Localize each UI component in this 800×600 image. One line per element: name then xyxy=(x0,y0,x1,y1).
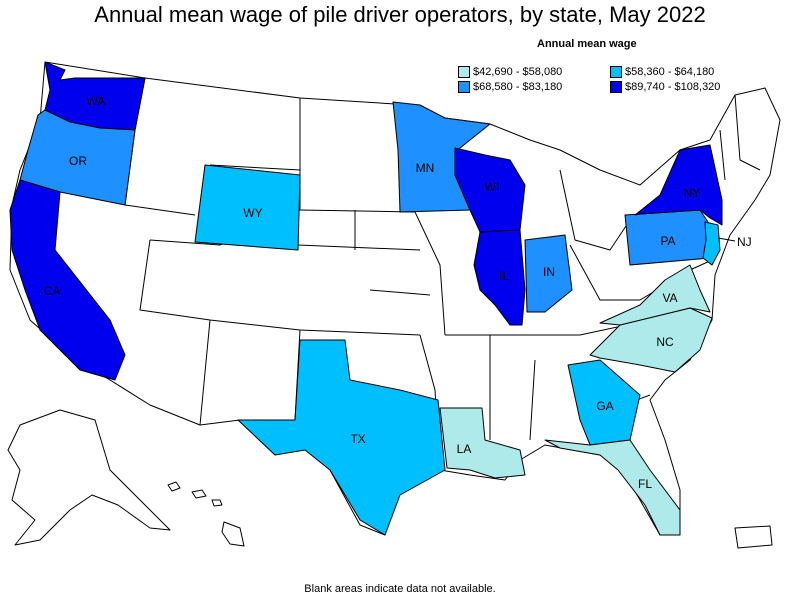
footnote: Blank areas indicate data not available. xyxy=(304,583,496,595)
state-nj xyxy=(702,221,721,266)
legend-label-4: $89,740 - $108,320 xyxy=(625,81,721,93)
legend-item-4: $89,740 - $108,320 xyxy=(610,81,720,93)
legend-swatch-3 xyxy=(458,81,470,93)
label-la: LA xyxy=(457,442,472,456)
legend-label-1: $42,690 - $58,080 xyxy=(473,66,563,78)
label-tx: TX xyxy=(350,432,365,446)
label-ga: GA xyxy=(596,399,613,413)
label-il: IL xyxy=(499,269,509,283)
state-or xyxy=(19,109,136,206)
label-ny: NY xyxy=(684,186,701,200)
state-la xyxy=(439,407,526,479)
label-wy: WY xyxy=(243,206,262,220)
label-ca: CA xyxy=(44,284,61,298)
state-hi-4 xyxy=(221,521,245,547)
legend-item-1: $42,690 - $58,080 xyxy=(458,66,562,78)
label-or: OR xyxy=(69,154,87,168)
state-ny xyxy=(634,144,723,226)
label-va: VA xyxy=(662,291,677,305)
label-in: IN xyxy=(543,265,555,279)
label-mn: MN xyxy=(416,161,435,175)
state-va xyxy=(599,264,711,326)
legend-item-3: $68,580 - $83,180 xyxy=(458,81,562,93)
label-nj-leader xyxy=(717,237,736,242)
legend-swatch-2 xyxy=(610,66,622,78)
state-il xyxy=(473,229,526,326)
legend-swatch-1 xyxy=(458,66,470,78)
state-in xyxy=(524,234,573,313)
state-hi-1 xyxy=(167,481,181,492)
state-wy xyxy=(194,164,301,251)
label-pa: PA xyxy=(660,234,675,248)
label-nc: NC xyxy=(656,335,674,349)
state-hi-3 xyxy=(211,499,223,507)
state-ak xyxy=(7,409,171,546)
label-wa: WA xyxy=(87,94,106,108)
state-hi-2 xyxy=(191,489,207,499)
legend-label-3: $68,580 - $83,180 xyxy=(473,81,563,93)
territory-pr xyxy=(734,525,773,549)
legend-title: Annual mean wage xyxy=(537,38,637,50)
label-fl: FL xyxy=(638,477,652,491)
state-fl xyxy=(544,439,681,536)
label-wi: WI xyxy=(485,180,500,194)
map-title: Annual mean wage of pile driver operator… xyxy=(94,2,706,27)
legend-item-2: $58,360 - $64,180 xyxy=(610,66,714,78)
state-tx xyxy=(237,339,446,536)
legend-label-2: $58,360 - $64,180 xyxy=(625,66,715,78)
label-nj: NJ xyxy=(737,235,752,249)
state-ca xyxy=(9,179,126,381)
legend-swatch-4 xyxy=(610,81,622,93)
